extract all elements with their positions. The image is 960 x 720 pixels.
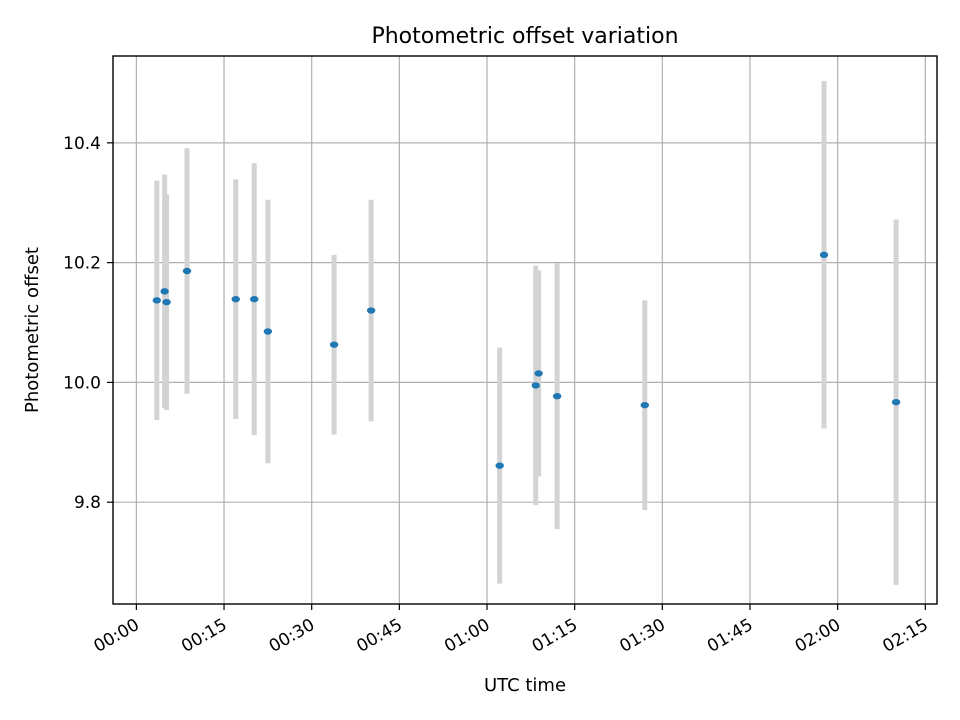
data-point	[495, 462, 504, 469]
data-point	[366, 307, 376, 314]
data-point	[263, 328, 273, 335]
x-tick-label: 00:30	[266, 615, 318, 657]
x-tick-label: 01:45	[704, 615, 756, 657]
data-point	[531, 382, 540, 389]
x-tick-label: 02:00	[792, 615, 844, 657]
y-tick-label: 10.0	[63, 373, 101, 393]
chart-title: Photometric offset variation	[371, 24, 678, 49]
data-points	[152, 251, 901, 469]
x-tick-label: 01:15	[529, 615, 581, 657]
y-axis-label: Photometric offset	[22, 247, 43, 413]
x-tick-label: 00:00	[90, 615, 142, 657]
data-point	[819, 251, 829, 259]
data-point	[231, 295, 240, 303]
data-point	[162, 298, 171, 306]
x-tick-label: 00:15	[178, 615, 230, 657]
data-point	[250, 295, 259, 303]
y-tick-label: 9.8	[74, 493, 101, 513]
data-point	[552, 392, 562, 400]
y-tick-label: 10.2	[63, 254, 101, 274]
data-point	[160, 288, 169, 295]
data-point	[640, 401, 650, 409]
x-axis-label: UTC time	[484, 675, 566, 696]
plot-frame	[112, 55, 938, 605]
x-tick-label: 01:30	[616, 615, 668, 657]
data-point	[182, 267, 192, 275]
data-point	[152, 297, 162, 304]
grid	[113, 56, 937, 604]
data-point	[329, 341, 339, 348]
x-tick-label: 01:00	[441, 615, 493, 657]
data-point	[891, 398, 901, 406]
data-point	[534, 370, 543, 377]
y-tick-label: 10.4	[63, 134, 101, 154]
x-tick-label: 02:15	[879, 615, 931, 657]
x-tick-label: 00:45	[353, 615, 405, 657]
